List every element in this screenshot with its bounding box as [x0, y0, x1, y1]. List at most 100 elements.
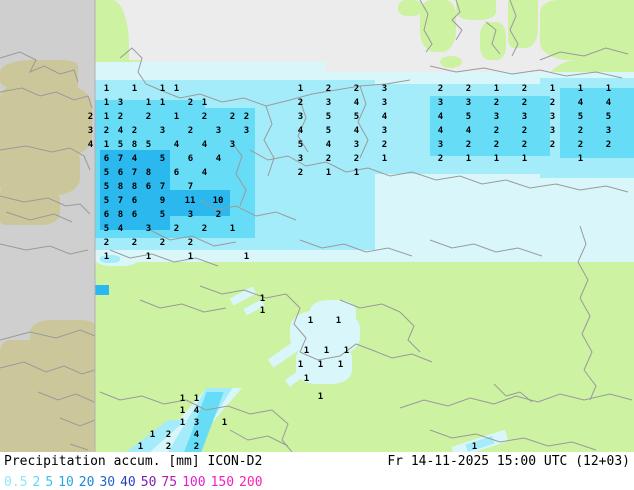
- precip-value-label: 1: [465, 154, 472, 164]
- legend-tick-5[interactable]: 5: [45, 475, 54, 490]
- precip-value-label: 4: [437, 126, 444, 136]
- precip-value-label: 2: [549, 140, 556, 150]
- precip-value-label: 1: [325, 168, 332, 178]
- precip-value-label: 2: [243, 112, 250, 122]
- precip-value-label: 3: [437, 98, 444, 108]
- precip-value-label: 8: [117, 210, 124, 220]
- precip-patch: [296, 344, 352, 384]
- precip-value-label: 4: [353, 98, 360, 108]
- precip-value-label: 1: [493, 84, 500, 94]
- precip-value-label: 8: [131, 182, 138, 192]
- precip-patch: [310, 300, 356, 326]
- precip-value-label: 2: [103, 238, 110, 248]
- precipitation-color-scale[interactable]: 0.5 2 5 10 20 30 40 50 75 100 150 200: [4, 471, 268, 490]
- precip-value-label: 2: [215, 210, 222, 220]
- precip-value-label: 1: [353, 168, 360, 178]
- precip-value-label: 1: [103, 98, 110, 108]
- precip-value-label: 2: [103, 126, 110, 136]
- precip-value-label: 5: [465, 112, 472, 122]
- precip-value-label: 2: [521, 126, 528, 136]
- legend-tick-2[interactable]: 2: [32, 475, 41, 490]
- precip-value-label: 4: [131, 154, 138, 164]
- precip-value-label: 1: [243, 252, 250, 262]
- precip-value-label: 2: [577, 140, 584, 150]
- precip-value-label: 2: [605, 140, 612, 150]
- legend-tick-100[interactable]: 100: [182, 475, 206, 490]
- precip-value-label: 7: [117, 154, 124, 164]
- precip-value-label: 8: [131, 140, 138, 150]
- precip-value-label: 2: [549, 98, 556, 108]
- precip-value-label: 10: [212, 196, 224, 206]
- precip-value-label: 5: [159, 154, 166, 164]
- legend-tick-75[interactable]: 75: [161, 475, 178, 490]
- precip-value-label: 2: [201, 112, 208, 122]
- precip-value-label: 4: [193, 406, 200, 416]
- precip-value-label: 4: [353, 126, 360, 136]
- precip-value-label: 11: [184, 196, 196, 206]
- legend-tick-50[interactable]: 50: [140, 475, 157, 490]
- legend-tick-0.5[interactable]: 0.5: [4, 475, 28, 490]
- precip-value-label: 2: [187, 98, 194, 108]
- precip-value-label: 1: [343, 346, 350, 356]
- legend-tick-200[interactable]: 200: [239, 475, 263, 490]
- outside-domain-land: [0, 370, 40, 400]
- precip-value-label: 1: [229, 224, 236, 234]
- precip-value-label: 1: [103, 252, 110, 262]
- precip-value-label: 2: [145, 112, 152, 122]
- precip-value-label: 2: [493, 98, 500, 108]
- precip-value-label: 3: [549, 126, 556, 136]
- precip-value-label: 1: [549, 84, 556, 94]
- precip-value-label: 1: [103, 112, 110, 122]
- outside-domain-land: [30, 320, 98, 360]
- precip-value-label: 5: [159, 210, 166, 220]
- precip-value-label: 4: [437, 112, 444, 122]
- precip-value-label: 3: [353, 140, 360, 150]
- precip-value-label: 1: [145, 252, 152, 262]
- precip-value-label: 4: [465, 126, 472, 136]
- legend-tick-150[interactable]: 150: [210, 475, 235, 490]
- precip-value-label: 7: [187, 182, 194, 192]
- precip-value-label: 2: [521, 84, 528, 94]
- precip-value-label: 4: [605, 98, 612, 108]
- precip-area-5mm: [95, 100, 205, 130]
- precip-value-label: 2: [159, 238, 166, 248]
- precip-value-label: 6: [131, 196, 138, 206]
- precip-value-label: 2: [325, 84, 332, 94]
- precip-value-label: 6: [145, 182, 152, 192]
- precip-value-label: 1: [173, 84, 180, 94]
- precip-value-label: 4: [577, 98, 584, 108]
- precip-value-label: 1: [317, 392, 324, 402]
- precip-value-label: 6: [103, 210, 110, 220]
- precip-value-label: 6: [187, 154, 194, 164]
- outside-domain-land: [0, 185, 60, 225]
- precip-value-label: 1: [103, 140, 110, 150]
- precip-value-label: 6: [103, 154, 110, 164]
- precip-value-label: 1: [179, 418, 186, 428]
- precip-value-label: 4: [381, 112, 388, 122]
- precip-value-label: 4: [173, 140, 180, 150]
- precip-value-label: 5: [353, 112, 360, 122]
- precip-value-label: 2: [353, 154, 360, 164]
- precip-value-label: 2: [437, 154, 444, 164]
- legend-tick-10[interactable]: 10: [58, 475, 74, 490]
- precip-value-label: 5: [577, 112, 584, 122]
- precip-value-label: 8: [145, 168, 152, 178]
- precip-value-label: 3: [325, 98, 332, 108]
- precip-value-label: 2: [187, 238, 194, 248]
- legend-tick-20[interactable]: 20: [78, 475, 95, 490]
- precip-value-label: 2: [117, 112, 124, 122]
- legend-tick-30[interactable]: 30: [99, 475, 116, 490]
- precip-value-label: 2: [165, 430, 172, 440]
- precip-value-label: 4: [201, 140, 208, 150]
- precip-value-label: 5: [117, 140, 124, 150]
- precip-value-label: 2: [465, 140, 472, 150]
- precip-value-label: 4: [117, 126, 124, 136]
- precip-value-label: 1: [605, 84, 612, 94]
- precip-value-label: 2: [493, 140, 500, 150]
- precip-value-label: 2: [87, 112, 94, 122]
- legend-tick-40[interactable]: 40: [120, 475, 136, 490]
- precip-value-label: 1: [159, 98, 166, 108]
- precip-value-label: 1: [159, 84, 166, 94]
